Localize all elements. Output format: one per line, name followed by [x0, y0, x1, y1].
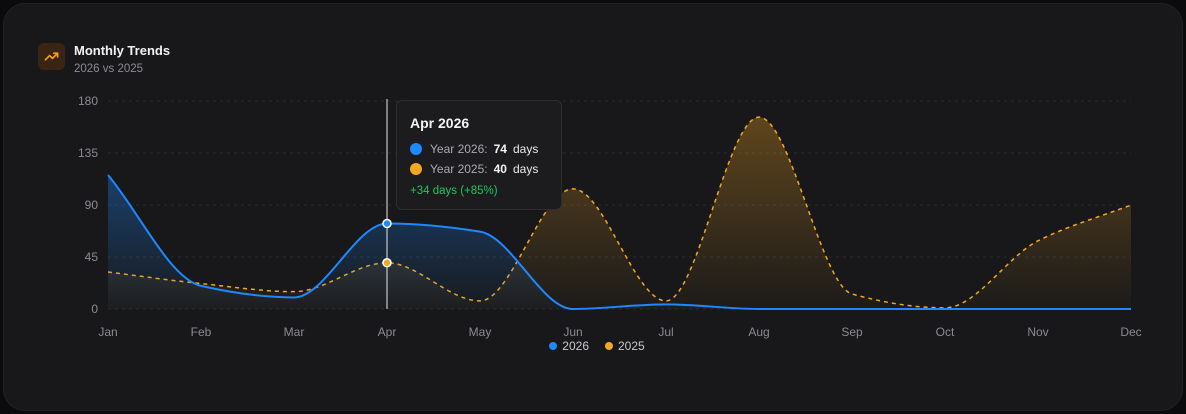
series-2025-point[interactable]	[382, 258, 392, 268]
tooltip-value: 74	[493, 142, 507, 156]
y-tick-label: 90	[85, 198, 99, 212]
x-tick-label: Aug	[748, 325, 769, 339]
x-tick-label: Oct	[936, 325, 955, 339]
chart-header: Monthly Trends 2026 vs 2025	[38, 42, 170, 76]
legend-dot-icon	[549, 342, 558, 350]
tooltip-row-2025: Year 2025: 40 days	[410, 159, 561, 179]
series-2025-area	[108, 117, 1131, 309]
chart-subtitle: 2026 vs 2025	[74, 63, 144, 75]
chart-legend: 2026 2025	[0, 339, 1186, 353]
legend-dot-icon	[605, 342, 613, 350]
tooltip-title: Apr 2026	[410, 115, 470, 131]
x-tick-label: Jan	[98, 325, 117, 339]
tooltip-value: 40	[493, 162, 507, 176]
x-tick-label: Jul	[658, 325, 673, 339]
legend-label: 2026	[562, 339, 589, 353]
x-tick-label: Sep	[841, 325, 863, 339]
tooltip-unit: days	[512, 162, 539, 176]
legend-item-2026[interactable]: 2026	[549, 339, 589, 353]
chart-tooltip: Apr 2026 Year 2026: 74 days Year 2025: 4…	[396, 100, 562, 210]
x-tick-label: Jun	[563, 325, 582, 339]
x-tick-label: Dec	[1120, 325, 1141, 339]
x-tick-label: Mar	[284, 325, 305, 339]
tooltip-label: Year 2025:	[430, 162, 488, 176]
y-tick-label: 45	[85, 250, 99, 264]
x-tick-label: Feb	[191, 325, 212, 339]
tooltip-row-2026: Year 2026: 74 days	[410, 139, 561, 159]
tooltip-label: Year 2026:	[430, 142, 488, 156]
x-tick-label: Nov	[1027, 325, 1048, 339]
series-2026-point[interactable]	[382, 218, 392, 229]
tooltip-unit: days	[512, 142, 539, 156]
series-2026-area	[108, 174, 1131, 309]
y-tick-label: 135	[78, 146, 98, 160]
x-tick-label: May	[469, 325, 492, 339]
tooltip-delta: +34 days (+85%)	[410, 185, 498, 197]
chart-title: Monthly Trends	[74, 43, 171, 58]
legend-item-2025[interactable]: 2025	[605, 339, 645, 353]
series-2025-dot-icon	[410, 163, 422, 175]
series-2025-line[interactable]	[107, 116, 1132, 309]
x-tick-label: Apr	[378, 325, 397, 339]
series-2026-dot-icon	[410, 143, 422, 155]
y-tick-label: 0	[91, 302, 98, 316]
y-tick-label: 180	[78, 94, 98, 108]
legend-label: 2025	[618, 339, 645, 353]
series-2026-line[interactable]	[107, 174, 1131, 311]
trending-up-icon	[38, 43, 65, 70]
